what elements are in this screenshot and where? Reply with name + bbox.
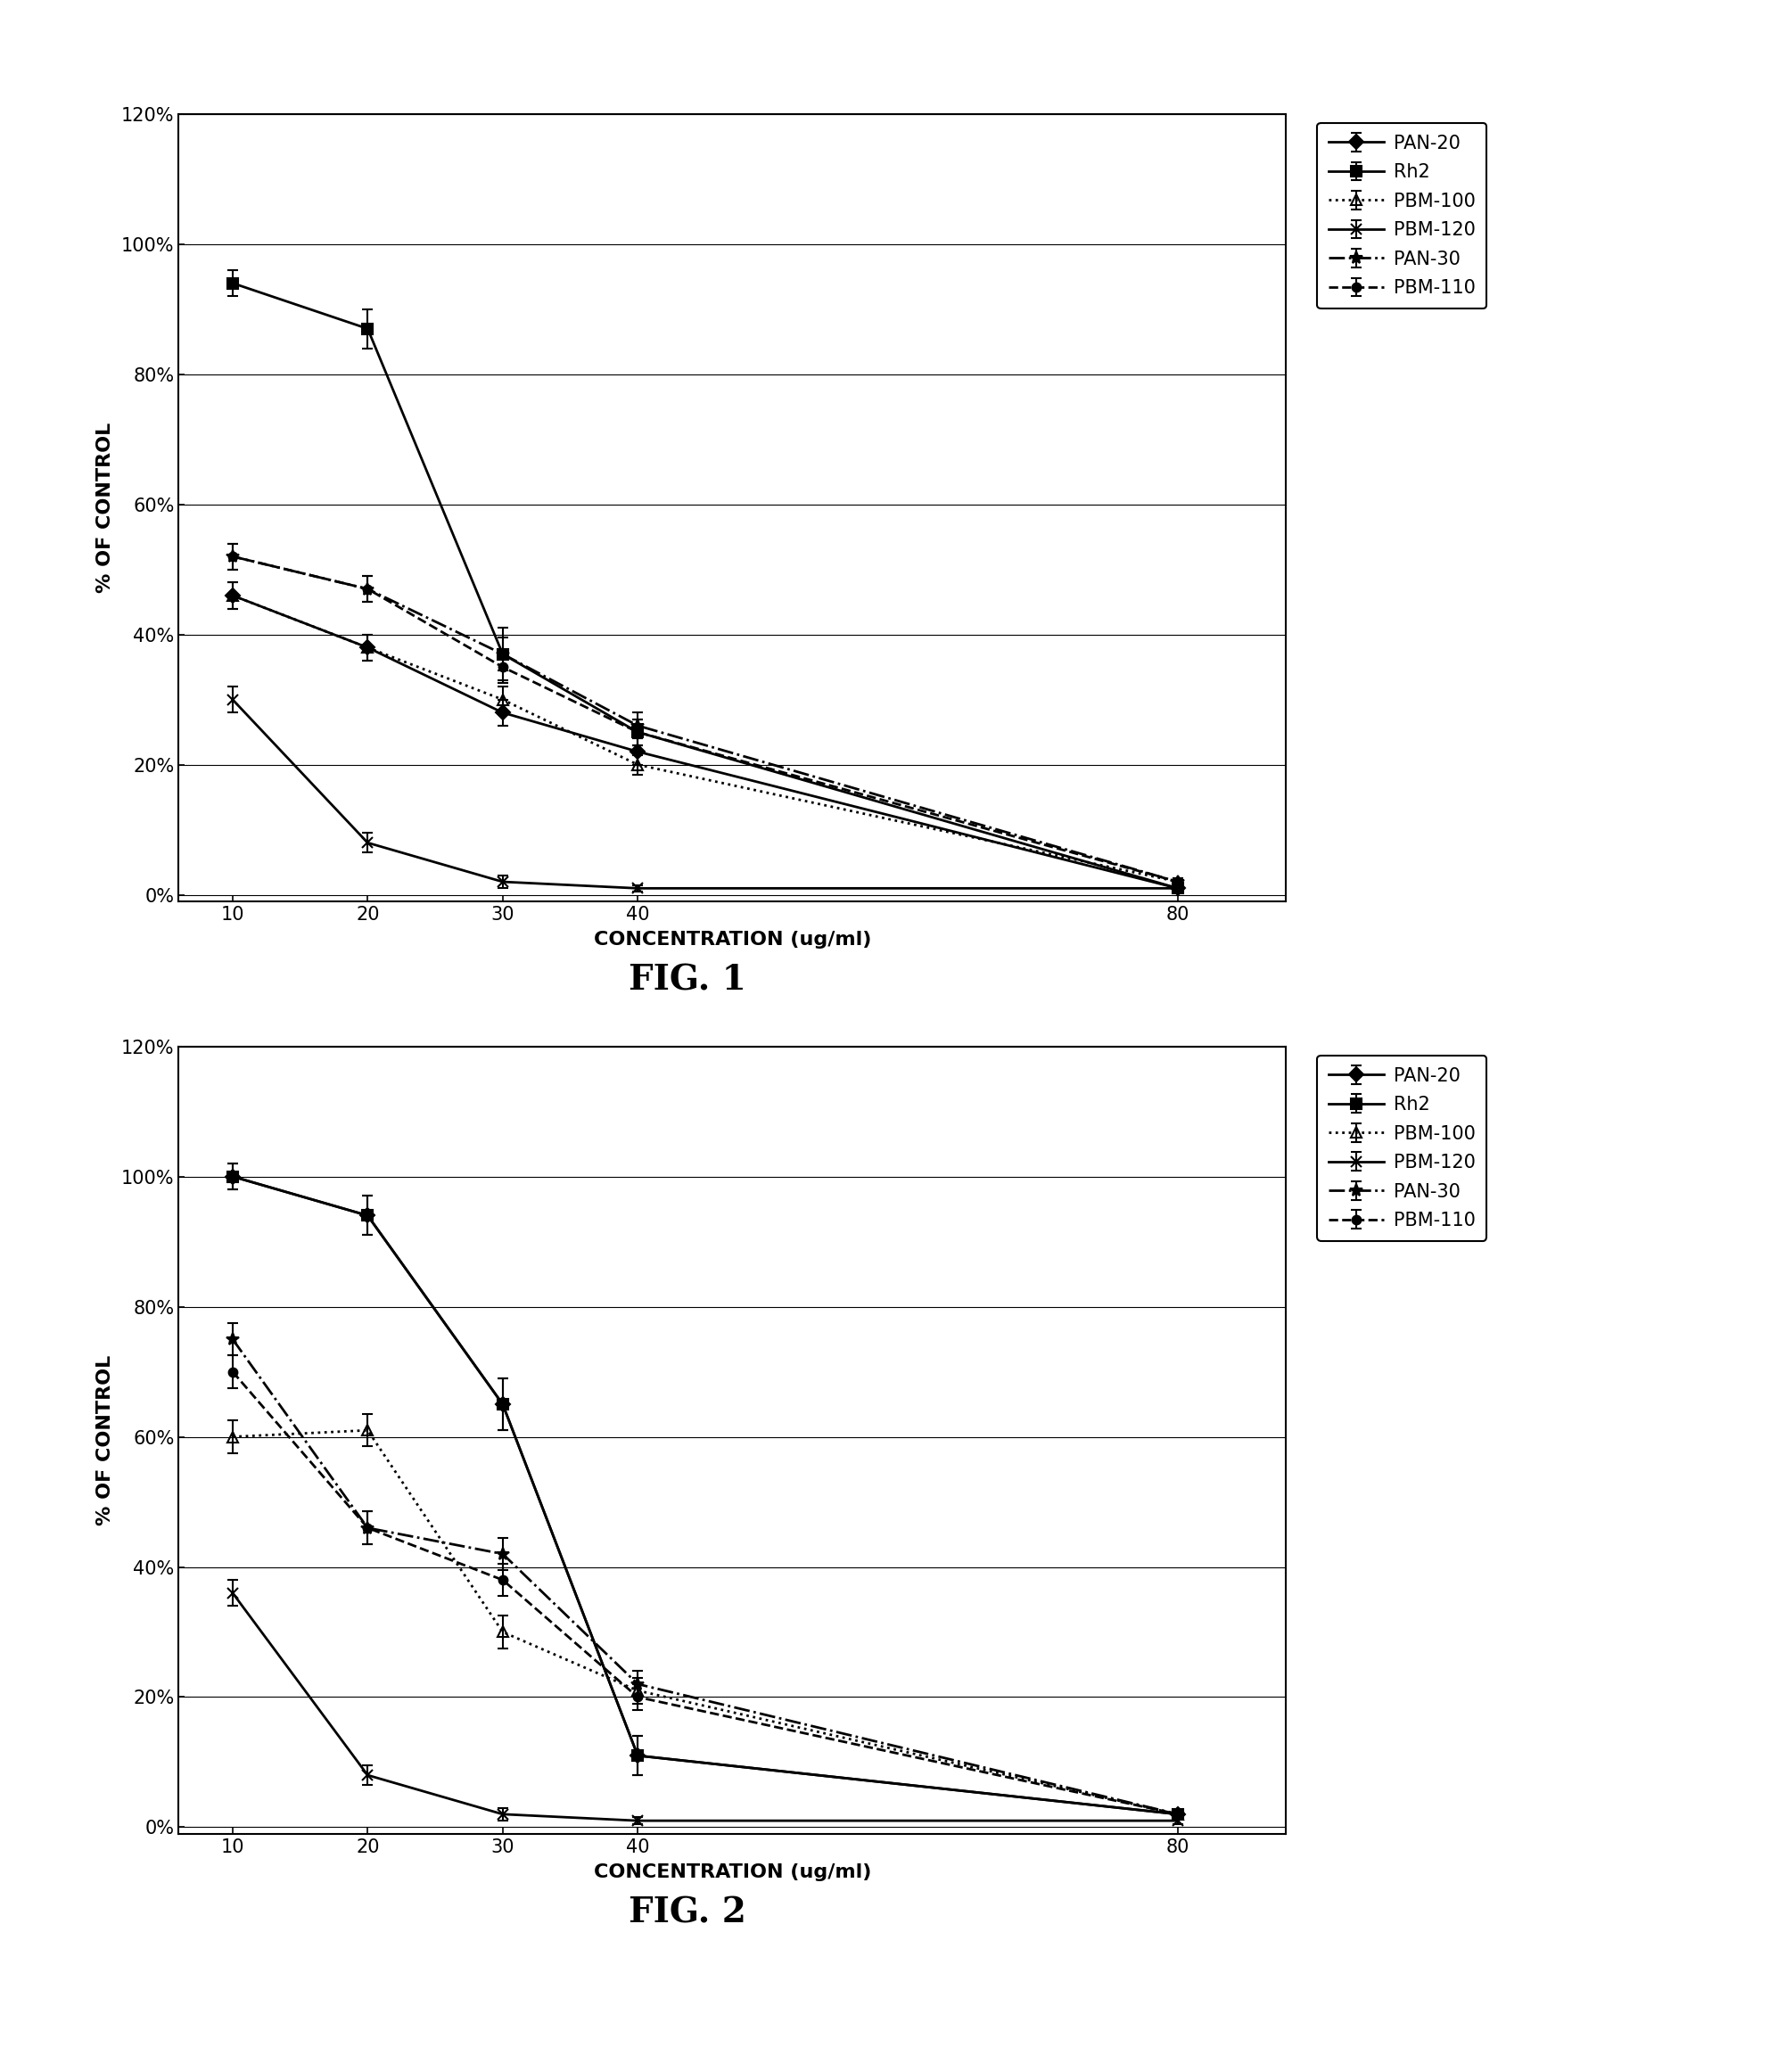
Legend: PAN-20, Rh2, PBM-100, PBM-120, PAN-30, PBM-110: PAN-20, Rh2, PBM-100, PBM-120, PAN-30, P… <box>1318 1055 1486 1241</box>
Text: FIG. 2: FIG. 2 <box>629 1896 747 1929</box>
Y-axis label: % OF CONTROL: % OF CONTROL <box>96 423 114 593</box>
X-axis label: CONCENTRATION (ug/ml): CONCENTRATION (ug/ml) <box>593 930 872 949</box>
Legend: PAN-20, Rh2, PBM-100, PBM-120, PAN-30, PBM-110: PAN-20, Rh2, PBM-100, PBM-120, PAN-30, P… <box>1318 122 1486 309</box>
Text: FIG. 1: FIG. 1 <box>629 963 747 997</box>
Y-axis label: % OF CONTROL: % OF CONTROL <box>96 1355 114 1525</box>
X-axis label: CONCENTRATION (ug/ml): CONCENTRATION (ug/ml) <box>593 1863 872 1881</box>
